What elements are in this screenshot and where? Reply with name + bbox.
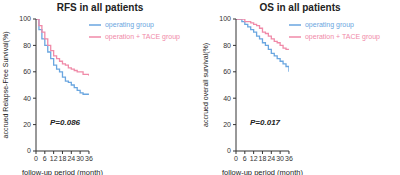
html-text:operating group: operating group bbox=[305, 20, 354, 28]
svg-text:accrued overall survival(%): accrued overall survival(%) bbox=[202, 43, 210, 127]
svg-text:18: 18 bbox=[259, 155, 267, 162]
svg-text:12: 12 bbox=[250, 155, 258, 162]
svg-text:36: 36 bbox=[285, 155, 293, 162]
svg-text:24: 24 bbox=[67, 155, 75, 162]
svg-text:0: 0 bbox=[234, 155, 238, 162]
svg-text:follow-up period (month): follow-up period (month) bbox=[222, 168, 303, 175]
svg-text:100: 100 bbox=[19, 15, 31, 22]
html-text:operating group: operating group bbox=[105, 20, 154, 28]
html-text:P=0.017: P=0.017 bbox=[250, 118, 280, 127]
svg-text:80: 80 bbox=[223, 42, 231, 49]
svg-text:follow-up period (month): follow-up period (month) bbox=[22, 168, 103, 175]
svg-text:60: 60 bbox=[223, 68, 231, 75]
svg-text:30: 30 bbox=[76, 155, 84, 162]
html-text:operation + TACE group: operation + TACE group bbox=[305, 32, 380, 40]
svg-text:20: 20 bbox=[223, 121, 231, 128]
html-text:RFS in all patients: RFS in all patients bbox=[56, 2, 144, 13]
svg-text:80: 80 bbox=[23, 42, 31, 49]
svg-text:20: 20 bbox=[23, 121, 31, 128]
svg-text:0: 0 bbox=[34, 155, 38, 162]
html-text:OS in all patients: OS in all patients bbox=[259, 2, 341, 13]
svg-text:24: 24 bbox=[267, 155, 275, 162]
svg-text:12: 12 bbox=[50, 155, 58, 162]
svg-text:36: 36 bbox=[85, 155, 93, 162]
svg-text:18: 18 bbox=[59, 155, 67, 162]
svg-text:6: 6 bbox=[243, 155, 247, 162]
svg-text:40: 40 bbox=[223, 95, 231, 102]
svg-text:0: 0 bbox=[227, 147, 231, 154]
svg-text:100: 100 bbox=[219, 15, 231, 22]
svg-text:6: 6 bbox=[43, 155, 47, 162]
html-text:operation + TACE group: operation + TACE group bbox=[105, 32, 180, 40]
svg-text:accrued Relapse-Free Survival(: accrued Relapse-Free Survival(%) bbox=[8, 32, 10, 139]
html-text:P=0.086: P=0.086 bbox=[50, 118, 80, 127]
svg-text:60: 60 bbox=[23, 68, 31, 75]
svg-text:40: 40 bbox=[23, 95, 31, 102]
svg-text:0: 0 bbox=[27, 147, 31, 154]
svg-text:30: 30 bbox=[276, 155, 284, 162]
